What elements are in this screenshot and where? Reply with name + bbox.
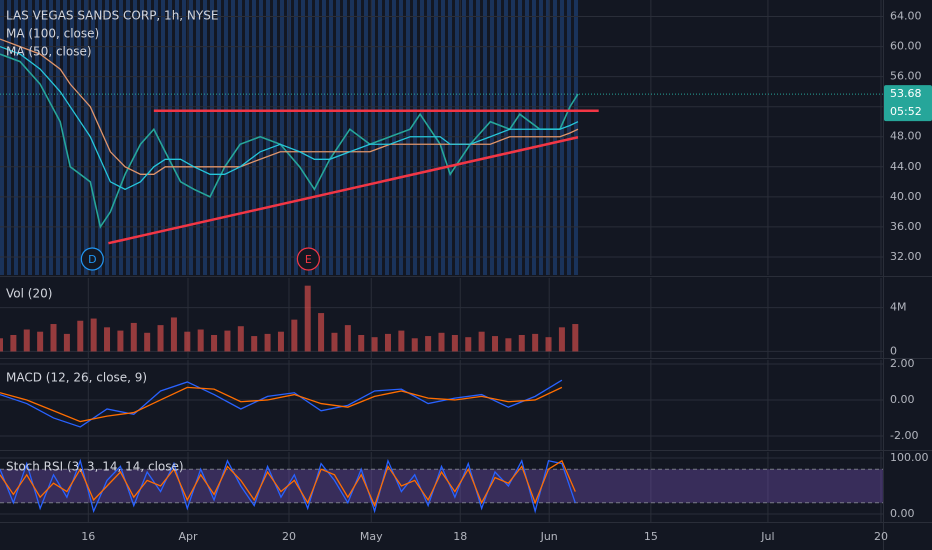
bar xyxy=(545,337,552,352)
y-tick-label: 32.00 xyxy=(890,250,922,263)
x-tick-label: 16 xyxy=(81,530,95,543)
legend-entry: MA (50, close) xyxy=(6,45,92,59)
bar xyxy=(411,338,418,352)
bar xyxy=(384,333,391,352)
event-marker xyxy=(296,247,320,271)
bar xyxy=(425,336,432,352)
y-tick-label: 0.00 xyxy=(890,507,915,520)
y-tick-label: 100.00 xyxy=(890,451,929,464)
x-tick-label: 15 xyxy=(644,530,658,543)
x-tick-label: 20 xyxy=(874,530,888,543)
bar xyxy=(0,338,3,352)
bar xyxy=(438,332,445,352)
series-line xyxy=(0,459,576,508)
series-line xyxy=(0,38,579,175)
y-tick-label: 48.00 xyxy=(890,130,922,143)
y-tick-label: 36.00 xyxy=(890,220,922,233)
bar xyxy=(277,331,284,352)
bar xyxy=(211,334,218,352)
bar xyxy=(130,322,137,352)
y-tick-label: -2.00 xyxy=(890,429,918,442)
countdown-label: 05:52 xyxy=(890,105,922,118)
bar xyxy=(104,327,111,352)
y-tick-label: 60.00 xyxy=(890,40,922,53)
trend-line xyxy=(108,136,579,245)
bar xyxy=(157,325,164,352)
bar xyxy=(465,337,472,352)
pane-title: Vol (20) xyxy=(6,287,52,301)
y-tick-label: 44.00 xyxy=(890,160,922,173)
event-label: D xyxy=(88,253,96,266)
bar xyxy=(532,333,539,352)
bar xyxy=(117,330,124,352)
y-tick-label: 40.00 xyxy=(890,190,922,203)
bar xyxy=(572,324,579,352)
bar xyxy=(63,333,70,352)
bar xyxy=(10,334,17,352)
bar xyxy=(237,326,244,352)
bar xyxy=(358,334,365,352)
bar xyxy=(492,336,499,352)
bar xyxy=(144,332,151,352)
y-tick-label: 0.00 xyxy=(890,393,915,406)
x-tick-label: Apr xyxy=(178,530,198,543)
bar xyxy=(304,285,311,352)
y-tick-label: 56.00 xyxy=(890,70,922,83)
bar xyxy=(478,331,485,352)
x-tick-label: Jul xyxy=(760,530,774,543)
pane-title: MACD (12, 26, close, 9) xyxy=(6,371,147,385)
bar xyxy=(505,338,512,352)
bar xyxy=(371,337,378,352)
legend-entry: MA (100, close) xyxy=(6,27,99,41)
bar xyxy=(197,329,204,352)
bar xyxy=(50,324,57,352)
x-tick-label: 20 xyxy=(282,530,296,543)
event-label: E xyxy=(305,253,312,266)
series-line xyxy=(0,45,579,191)
y-tick-label: 2.00 xyxy=(890,357,915,370)
chart-title: LAS VEGAS SANDS CORP, 1h, NYSE xyxy=(6,9,218,23)
bar xyxy=(23,329,30,352)
bar xyxy=(518,334,525,352)
y-tick-label: 0 xyxy=(890,344,897,357)
y-tick-label: 64.00 xyxy=(890,10,922,23)
x-tick-label: Jun xyxy=(540,530,558,543)
x-tick-label: May xyxy=(360,530,383,543)
bar xyxy=(37,331,44,352)
bar xyxy=(77,320,84,352)
bar xyxy=(264,333,271,352)
bar xyxy=(331,332,338,352)
series-line xyxy=(0,386,563,423)
y-tick-label: 4M xyxy=(890,301,907,314)
event-marker xyxy=(80,247,104,271)
bar xyxy=(558,327,565,352)
pane-title: Stoch RSI (3, 3, 14, 14, close) xyxy=(6,460,184,474)
last-price-label: 53.68 xyxy=(890,87,922,100)
last-price-box xyxy=(884,85,932,122)
bar xyxy=(451,334,458,352)
bar xyxy=(251,336,258,352)
band xyxy=(0,469,883,503)
bar xyxy=(170,317,177,352)
x-tick-label: 18 xyxy=(453,530,467,543)
bar xyxy=(398,330,405,352)
bar xyxy=(318,313,325,352)
bar xyxy=(90,318,97,352)
bar xyxy=(184,331,191,352)
bar xyxy=(291,319,298,352)
series-line xyxy=(0,379,563,428)
bar xyxy=(224,330,231,352)
bar xyxy=(344,325,351,352)
